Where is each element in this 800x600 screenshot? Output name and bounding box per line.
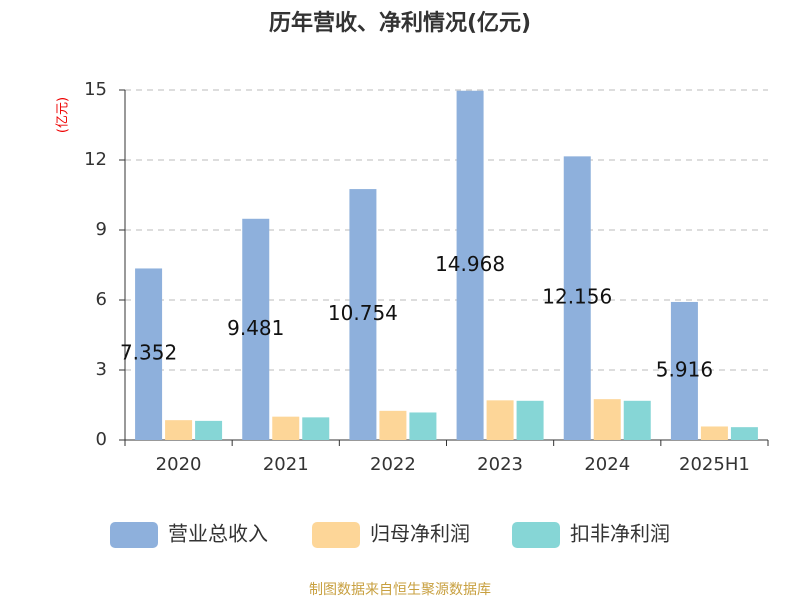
legend-swatch xyxy=(312,522,360,548)
y-tick-label: 15 xyxy=(84,79,107,100)
chart-title: 历年营收、净利情况(亿元) xyxy=(269,10,531,36)
data-label: 7.352 xyxy=(120,341,177,365)
y-tick-label: 6 xyxy=(96,289,107,310)
x-tick-label: 2023 xyxy=(477,454,523,475)
bar xyxy=(456,90,484,440)
x-tick-label: 2020 xyxy=(156,454,202,475)
bar xyxy=(302,417,330,440)
y-axis-label: (亿元) xyxy=(56,97,71,133)
x-tick-label: 2022 xyxy=(370,454,416,475)
bar xyxy=(135,268,163,440)
x-tick-label: 2021 xyxy=(263,454,309,475)
bar xyxy=(730,427,758,440)
bar xyxy=(700,426,728,440)
legend-label: 扣非净利润 xyxy=(570,522,670,546)
legend-label: 归母净利润 xyxy=(370,522,470,546)
bar xyxy=(623,400,651,440)
x-tick-label: 2024 xyxy=(584,454,630,475)
data-label: 14.968 xyxy=(435,252,505,276)
y-tick-label: 3 xyxy=(96,359,107,380)
data-label: 12.156 xyxy=(542,285,612,309)
bar xyxy=(272,416,300,440)
legend-swatch xyxy=(110,522,158,548)
x-tick-label: 2025H1 xyxy=(679,454,750,475)
bar xyxy=(349,189,377,440)
bar xyxy=(409,412,437,440)
y-tick-label: 12 xyxy=(84,149,107,170)
data-label: 10.754 xyxy=(328,301,398,325)
source-note: 制图数据来自恒生聚源数据库 xyxy=(309,582,491,598)
legend-label: 营业总收入 xyxy=(168,522,268,546)
legend-swatch xyxy=(512,522,560,548)
bar xyxy=(486,400,514,440)
bar xyxy=(593,399,621,440)
bar xyxy=(379,410,407,440)
bar xyxy=(516,400,544,440)
bar xyxy=(195,420,223,440)
bar xyxy=(242,218,270,440)
bar xyxy=(563,156,591,441)
y-tick-label: 0 xyxy=(96,429,107,450)
y-tick-label: 9 xyxy=(96,219,107,240)
data-label: 5.916 xyxy=(656,357,713,381)
bar xyxy=(670,301,698,440)
data-label: 9.481 xyxy=(227,316,284,340)
bar xyxy=(165,420,193,440)
